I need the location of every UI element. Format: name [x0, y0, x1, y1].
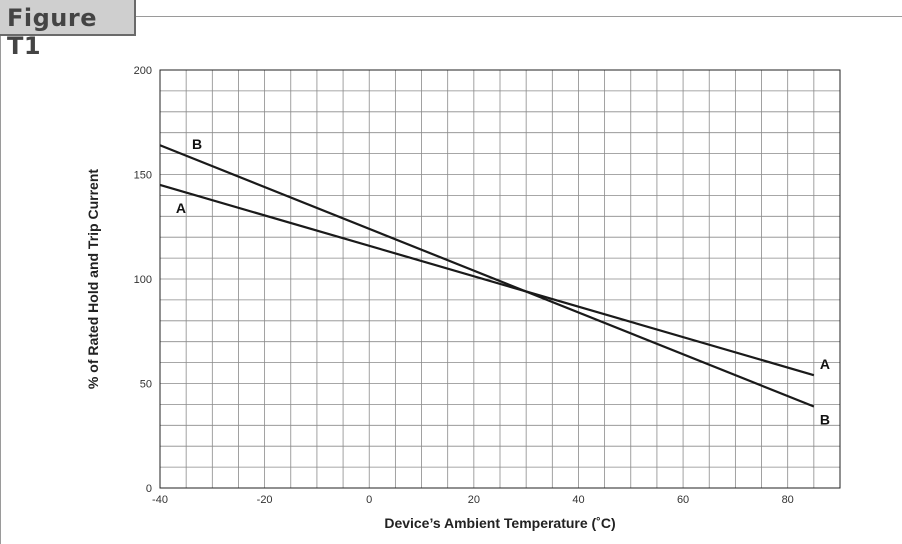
y-tick-label: 150 — [134, 170, 152, 182]
y-axis-label: % of Rated Hold and Trip Current — [85, 169, 101, 389]
chart-grid — [159, 69, 841, 489]
x-axis-label: Device’s Ambient Temperature (˚C) — [384, 515, 615, 531]
y-tick-label: 0 — [146, 483, 152, 495]
chart-ticks: -40 -20 0 20 40 60 80 0 50 100 150 200 — [134, 65, 794, 506]
series-b-label-end: B — [820, 411, 830, 427]
series-b-line — [159, 144, 815, 408]
x-tick-label: -20 — [257, 494, 273, 506]
figure-title: Figure T1 — [7, 4, 97, 60]
x-tick-label: 80 — [782, 494, 794, 506]
x-tick-label: 20 — [468, 494, 480, 506]
series-a-line — [159, 183, 815, 377]
plot-frame — [159, 69, 841, 489]
series-b-label-start: B — [192, 136, 202, 152]
series-a-label-start: A — [176, 200, 186, 216]
x-tick-label: 40 — [572, 494, 584, 506]
x-tick-label: 0 — [366, 494, 372, 506]
y-tick-label: 50 — [140, 379, 152, 391]
figure-tab: Figure T1 — [0, 0, 136, 60]
y-tick-label: 100 — [134, 274, 152, 286]
figure-top-rule — [136, 16, 902, 17]
x-tick-label: -40 — [152, 494, 168, 506]
chart-series: A A B B — [159, 136, 830, 427]
y-tick-label: 200 — [134, 65, 152, 77]
x-tick-label: 60 — [677, 494, 689, 506]
figure-left-rule — [0, 36, 1, 544]
series-a-label-end: A — [820, 356, 830, 372]
